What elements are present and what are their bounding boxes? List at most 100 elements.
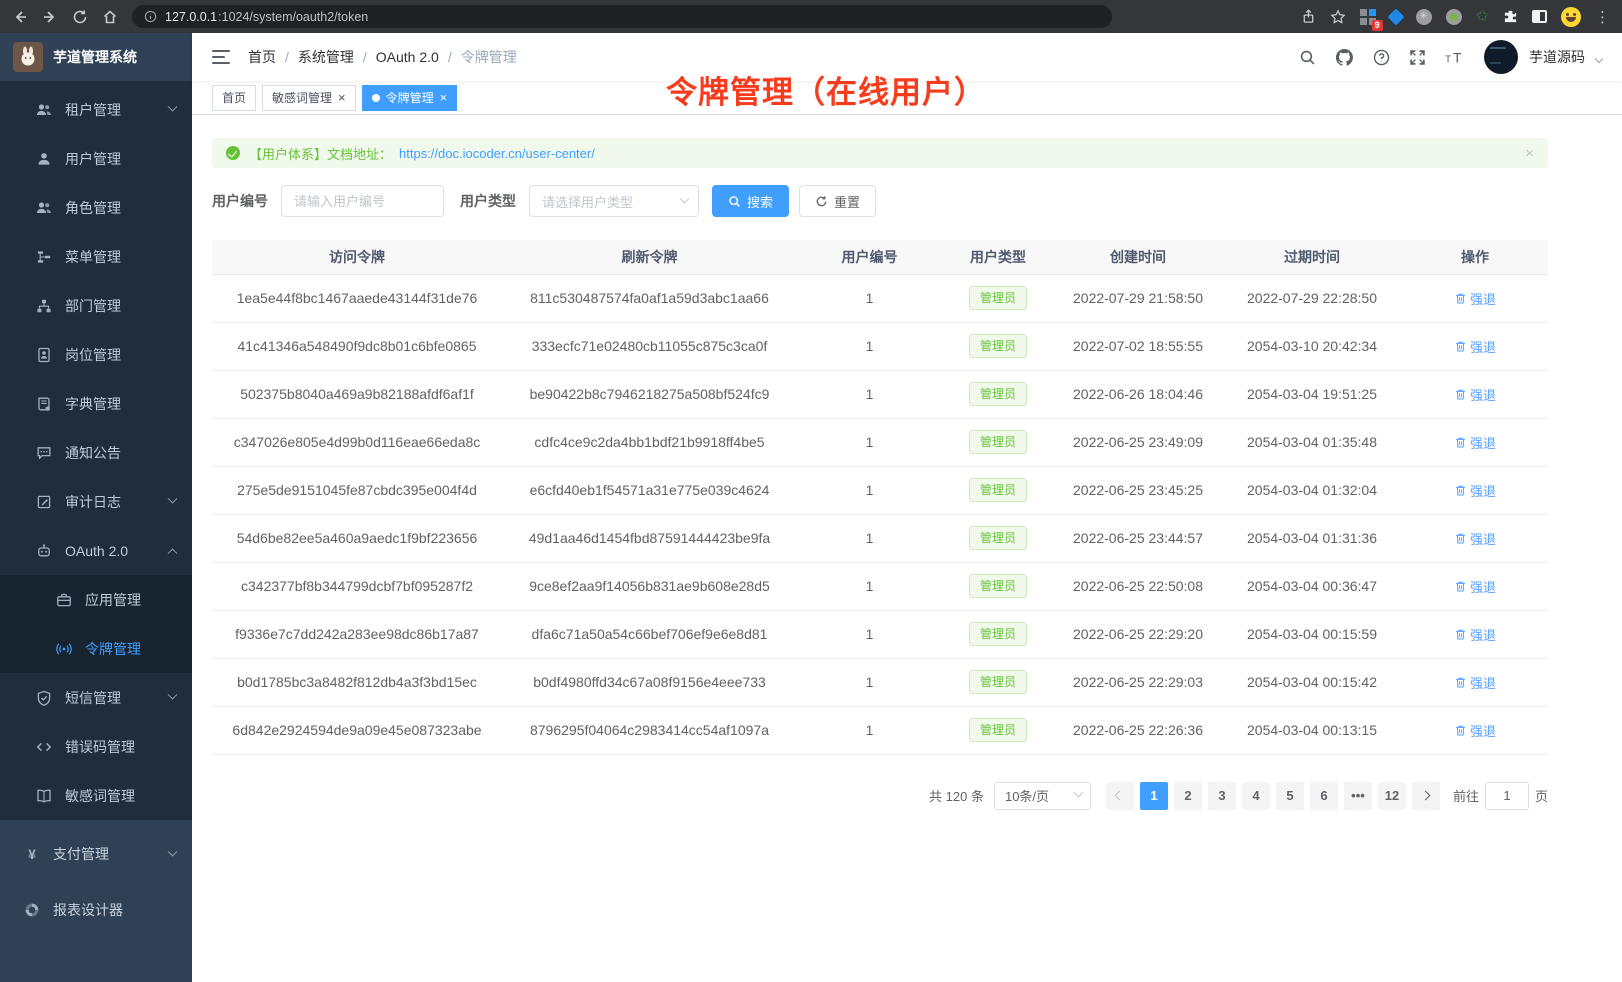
- close-icon[interactable]: [338, 91, 346, 104]
- forward-icon[interactable]: [42, 9, 58, 25]
- user-id-input[interactable]: [281, 185, 444, 217]
- badge-icon: [36, 347, 52, 363]
- close-icon[interactable]: [440, 91, 448, 104]
- user-avatar[interactable]: [1484, 40, 1518, 74]
- extension-star-icon[interactable]: ✩: [1475, 7, 1489, 25]
- extension-dot-icon[interactable]: [1445, 8, 1462, 25]
- sidebar-item-user[interactable]: 用户管理: [0, 134, 192, 183]
- chevron-icon: [167, 846, 178, 857]
- force-logout-button[interactable]: 强退: [1454, 289, 1496, 308]
- chrome-toolbar: 9 ✳ ✩ ⋮: [1301, 6, 1610, 31]
- tags-view-bar: 首页 敏感词管理 令牌管理: [192, 81, 1622, 115]
- sidebar-item-oauth2-app[interactable]: 应用管理: [0, 575, 192, 624]
- force-logout-button[interactable]: 强退: [1454, 337, 1496, 356]
- github-icon[interactable]: [1335, 48, 1354, 67]
- chrome-menu-icon[interactable]: ⋮: [1595, 8, 1610, 26]
- page-button-5[interactable]: 5: [1275, 781, 1304, 810]
- prev-page-button[interactable]: [1105, 781, 1134, 810]
- force-logout-button[interactable]: 强退: [1454, 385, 1496, 404]
- table-row: 6d842e2924594de9a09e45e087323abe 8796295…: [212, 706, 1548, 755]
- force-logout-button[interactable]: 强退: [1454, 577, 1496, 596]
- extension-diamond-icon[interactable]: [1387, 8, 1405, 25]
- yen-icon: ¥: [24, 846, 40, 862]
- tab-split-icon[interactable]: [1532, 10, 1547, 23]
- sidebar-item-dict[interactable]: 字典管理: [0, 379, 192, 428]
- sidebar-item-role[interactable]: 角色管理: [0, 183, 192, 232]
- sidebar-item-post[interactable]: 岗位管理: [0, 330, 192, 379]
- address-bar[interactable]: 127.0.0.1:1024/system/oauth2/token: [132, 5, 1112, 28]
- app-logo-row[interactable]: 芋道管理系统: [0, 33, 192, 81]
- annotation-text: 令牌管理（在线用户）: [666, 75, 986, 110]
- page-size-select[interactable]: 10条/页: [993, 781, 1091, 810]
- doc-link[interactable]: https://doc.iocoder.cn/user-center/: [399, 145, 595, 161]
- fullscreen-icon[interactable]: [1409, 49, 1426, 66]
- sidebar-item-tenant[interactable]: 租户管理: [0, 85, 192, 134]
- log-icon: [36, 494, 52, 510]
- reset-button[interactable]: 重置: [799, 185, 877, 217]
- page-button-more[interactable]: •••: [1343, 781, 1372, 810]
- force-logout-button[interactable]: 强退: [1454, 481, 1496, 500]
- back-icon[interactable]: [12, 9, 28, 25]
- sidebar-toggle-icon[interactable]: [212, 50, 230, 64]
- user-id-cell: 1: [797, 418, 942, 467]
- sidebar-item-sms[interactable]: 短信管理: [0, 673, 192, 722]
- breadcrumb-item-oauth2[interactable]: OAuth 2.0: [354, 49, 439, 65]
- user-type-badge: 管理员: [968, 478, 1027, 502]
- sidebar-item-oauth2[interactable]: OAuth 2.0: [0, 526, 192, 575]
- force-logout-button[interactable]: 强退: [1454, 721, 1496, 740]
- search-button[interactable]: 搜索: [712, 185, 790, 217]
- refresh-token-cell: 9ce8ef2aa9f14056b831ae9b608e28d5: [502, 562, 797, 611]
- sidebar-item-oauth2-token[interactable]: 令牌管理: [0, 624, 192, 673]
- page-button-1[interactable]: 1: [1139, 781, 1168, 810]
- sidebar-item-report-designer[interactable]: 报表设计器: [0, 882, 192, 938]
- share-icon[interactable]: [1301, 9, 1316, 24]
- page-content: 【用户体系】文档地址： https://doc.iocoder.cn/user-…: [192, 115, 1622, 982]
- help-icon[interactable]: [1373, 49, 1390, 66]
- goto-page-input[interactable]: [1484, 781, 1529, 810]
- page-button-12[interactable]: 12: [1377, 781, 1406, 810]
- breadcrumb-item-home[interactable]: 首页: [248, 49, 276, 65]
- trash-icon: [1456, 485, 1465, 495]
- tab-token[interactable]: 令牌管理: [361, 84, 458, 111]
- sidebar-item-error-code[interactable]: 错误码管理: [0, 722, 192, 771]
- create-time-cell: 2022-06-25 22:29:03: [1054, 658, 1222, 707]
- profile-avatar-icon[interactable]: [1561, 6, 1581, 27]
- breadcrumb-item-system[interactable]: 系统管理: [276, 47, 354, 67]
- force-logout-button[interactable]: 强退: [1454, 529, 1496, 548]
- sidebar-item-pay[interactable]: ¥ 支付管理: [0, 826, 192, 882]
- user-menu-caret-icon[interactable]: [1594, 54, 1604, 64]
- force-logout-button[interactable]: 强退: [1454, 625, 1496, 644]
- force-logout-button[interactable]: 强退: [1454, 673, 1496, 692]
- action-cell: 强退: [1402, 418, 1548, 467]
- user-type-cell: 管理员: [942, 514, 1054, 563]
- sidebar-item-audit-log[interactable]: 审计日志: [0, 477, 192, 526]
- trash-icon: [1456, 437, 1465, 447]
- extension-grid-icon[interactable]: 9: [1359, 8, 1383, 31]
- next-page-button[interactable]: [1411, 781, 1440, 810]
- breadcrumb-item-token[interactable]: 令牌管理: [439, 47, 517, 67]
- sidebar-item-notice[interactable]: 通知公告: [0, 428, 192, 477]
- user-type-select[interactable]: 请选择用户类型: [529, 185, 699, 217]
- force-logout-button[interactable]: 强退: [1454, 433, 1496, 452]
- tab-sensitive-word[interactable]: 敏感词管理: [262, 84, 356, 111]
- extension-puzzle-icon[interactable]: [1503, 9, 1518, 24]
- alert-close-icon[interactable]: [1525, 145, 1534, 162]
- access-token-cell: 54d6be82ee5a460a9aedc1f9bf223656: [212, 514, 502, 563]
- page-button-2[interactable]: 2: [1173, 781, 1202, 810]
- site-info-icon[interactable]: [144, 10, 157, 23]
- reload-icon[interactable]: [72, 9, 88, 25]
- page-button-3[interactable]: 3: [1207, 781, 1236, 810]
- sidebar-item-dept[interactable]: 部门管理: [0, 281, 192, 330]
- tab-home[interactable]: 首页: [212, 84, 257, 111]
- username[interactable]: 芋道源码: [1529, 49, 1585, 65]
- page-button-4[interactable]: 4: [1241, 781, 1270, 810]
- extension-circle-icon[interactable]: ✳: [1415, 8, 1432, 25]
- bookmark-star-icon[interactable]: [1329, 8, 1346, 25]
- url-path: :1024/system/oauth2/token: [218, 9, 369, 24]
- search-icon[interactable]: [1299, 49, 1316, 66]
- page-button-6[interactable]: 6: [1309, 781, 1338, 810]
- sidebar-item-sensitive-word[interactable]: 敏感词管理: [0, 771, 192, 820]
- sidebar-item-menu[interactable]: 菜单管理: [0, 232, 192, 281]
- home-icon[interactable]: [102, 9, 118, 25]
